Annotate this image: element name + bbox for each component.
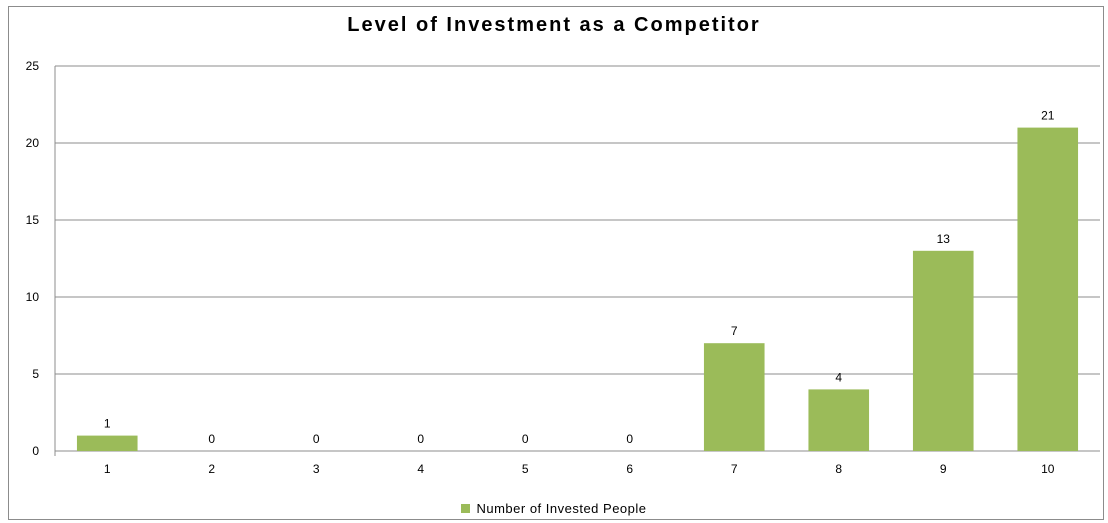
data-label: 0 [522, 432, 529, 446]
y-tick-label: 25 [26, 59, 40, 73]
x-tick-label: 5 [522, 462, 529, 476]
x-tick-label: 10 [1041, 462, 1055, 476]
data-label: 0 [313, 432, 320, 446]
data-label: 21 [1041, 109, 1055, 123]
x-tick-label: 3 [313, 462, 320, 476]
data-label: 1 [104, 417, 111, 431]
y-tick-label: 0 [32, 444, 39, 458]
bar [808, 389, 870, 451]
x-tick-label: 8 [835, 462, 842, 476]
data-label: 7 [731, 324, 738, 338]
data-label: 0 [417, 432, 424, 446]
y-tick-label: 20 [26, 136, 40, 150]
x-tick-label: 4 [417, 462, 424, 476]
legend: Number of Invested People [0, 500, 1108, 516]
y-tick-label: 5 [32, 367, 39, 381]
data-label: 4 [835, 370, 842, 384]
legend-label: Number of Invested People [476, 501, 647, 517]
bar [703, 343, 765, 451]
data-label: 13 [937, 232, 951, 246]
x-tick-label: 7 [731, 462, 738, 476]
x-tick-label: 6 [626, 462, 633, 476]
bar [76, 435, 138, 451]
legend-swatch [461, 504, 471, 514]
x-tick-label: 2 [208, 462, 215, 476]
bar [912, 250, 974, 451]
data-label: 0 [626, 432, 633, 446]
y-tick-label: 15 [26, 213, 40, 227]
bar [1017, 127, 1079, 451]
y-tick-label: 10 [26, 290, 40, 304]
x-tick-label: 1 [104, 462, 111, 476]
x-tick-label: 9 [940, 462, 947, 476]
chart-title: Level of Investment as a Competitor [347, 14, 761, 36]
data-label: 0 [208, 432, 215, 446]
